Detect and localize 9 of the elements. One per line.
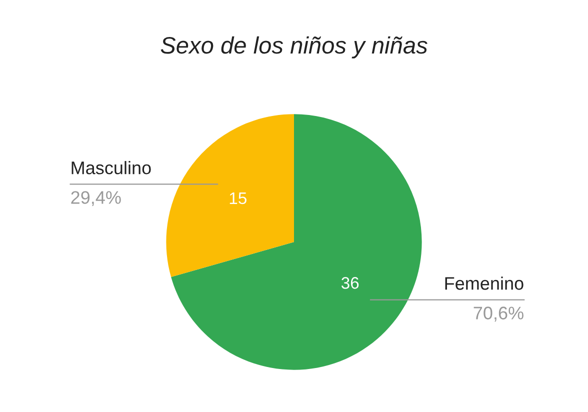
slice-label: Masculino (72, 161, 151, 174)
chart-title: Sexo de los niños y niñas (160, 36, 428, 58)
data-label: 15 (230, 192, 246, 204)
text: 29,4% (71, 191, 121, 206)
text: 70,6% (474, 306, 524, 322)
slice-label: Femenino (445, 276, 524, 290)
pie-slice (166, 114, 294, 277)
pie-slice (171, 114, 422, 370)
data-label: 36 (341, 277, 359, 289)
